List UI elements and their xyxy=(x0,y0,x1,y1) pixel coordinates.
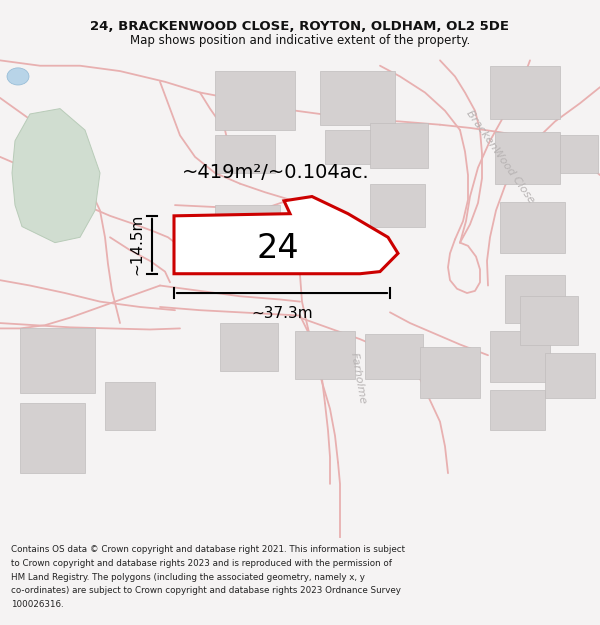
Text: Contains OS data © Crown copyright and database right 2021. This information is : Contains OS data © Crown copyright and d… xyxy=(11,545,405,554)
Text: ~14.5m: ~14.5m xyxy=(129,214,144,276)
Bar xyxy=(370,122,428,168)
Bar xyxy=(20,328,95,392)
Text: BrackenWood Close: BrackenWood Close xyxy=(464,109,536,205)
Text: 100026316.: 100026316. xyxy=(11,600,64,609)
Text: ~419m²/~0.104ac.: ~419m²/~0.104ac. xyxy=(182,164,370,182)
Bar xyxy=(215,71,295,130)
Bar xyxy=(545,353,595,398)
Bar xyxy=(370,184,425,226)
Ellipse shape xyxy=(7,68,29,85)
Bar xyxy=(490,389,545,430)
Bar xyxy=(505,275,565,323)
Bar xyxy=(420,347,480,398)
Bar xyxy=(320,71,395,125)
Text: 24: 24 xyxy=(257,231,299,264)
Text: Farholme: Farholme xyxy=(349,352,367,406)
Bar xyxy=(520,296,578,344)
Polygon shape xyxy=(12,109,100,242)
Bar xyxy=(365,334,423,379)
Bar xyxy=(105,382,155,430)
Bar xyxy=(560,136,598,173)
Text: co-ordinates) are subject to Crown copyright and database rights 2023 Ordnance S: co-ordinates) are subject to Crown copyr… xyxy=(11,586,401,595)
Text: HM Land Registry. The polygons (including the associated geometry, namely x, y: HM Land Registry. The polygons (includin… xyxy=(11,572,365,581)
Bar xyxy=(490,66,560,119)
Text: Map shows position and indicative extent of the property.: Map shows position and indicative extent… xyxy=(130,34,470,47)
Bar xyxy=(325,130,380,164)
Bar xyxy=(495,132,560,184)
Text: 24, BRACKENWOOD CLOSE, ROYTON, OLDHAM, OL2 5DE: 24, BRACKENWOOD CLOSE, ROYTON, OLDHAM, O… xyxy=(91,20,509,33)
Text: to Crown copyright and database rights 2023 and is reproduced with the permissio: to Crown copyright and database rights 2… xyxy=(11,559,392,568)
Bar xyxy=(500,202,565,253)
Polygon shape xyxy=(174,196,398,274)
Bar xyxy=(490,331,550,382)
Bar xyxy=(215,136,275,173)
Bar xyxy=(215,205,280,261)
Text: ~37.3m: ~37.3m xyxy=(251,306,313,321)
Bar xyxy=(295,331,355,379)
Bar xyxy=(220,323,278,371)
Bar xyxy=(20,404,85,473)
